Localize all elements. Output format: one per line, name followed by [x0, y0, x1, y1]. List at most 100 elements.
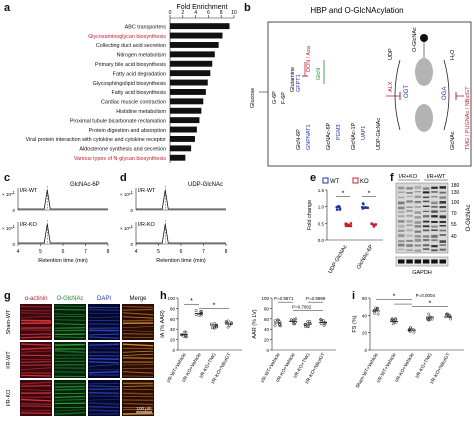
wt-point — [337, 205, 340, 208]
data-point — [210, 326, 214, 330]
blot-band — [406, 187, 413, 190]
category-label: Primary bile acid biosynthesis — [95, 62, 166, 68]
data-point — [212, 325, 216, 329]
fiber-stripe — [122, 371, 154, 374]
y-axis-label: FS (%) — [352, 315, 358, 332]
ko-point — [344, 222, 347, 225]
fiber-stripe — [20, 403, 52, 405]
wt-point — [360, 205, 364, 209]
protein-lower — [415, 104, 433, 132]
bar — [170, 70, 211, 77]
data-point — [307, 324, 311, 328]
fiber-stripe — [20, 336, 52, 339]
blot-band — [439, 186, 446, 189]
fiber-stripe — [122, 392, 154, 395]
panel-label-d: d — [120, 172, 127, 184]
fiber-stripe — [88, 336, 120, 339]
data-point — [215, 325, 219, 329]
fiber-stripe — [54, 412, 86, 415]
blot-band — [398, 243, 405, 247]
node-g6p: G-6P — [272, 91, 278, 104]
data-point — [306, 320, 310, 324]
panel-c-chromatogram: GlcNAc-6PI/R-WT× 10⁵ 10I/R-KO× 10⁵ 104 5 6 7 8… — [2, 182, 110, 264]
bar — [170, 136, 195, 142]
group-label: I/R-KO+Vehicle — [394, 352, 416, 384]
y-tick-label: 0 — [130, 208, 133, 213]
blot-band — [439, 191, 446, 194]
blot-band — [422, 239, 430, 242]
bar — [170, 154, 186, 161]
blot-band — [414, 225, 422, 228]
column-label: Merge — [129, 296, 147, 302]
category-label: Fatty acid biosynthesis — [111, 90, 166, 96]
node-udp-glcnac: UDP-GlcNAc — [376, 118, 382, 150]
blot-band — [398, 224, 405, 228]
sig-marker: * — [429, 301, 432, 308]
fiber-stripe — [122, 306, 154, 308]
y-tick-label: 1.5 — [318, 188, 325, 193]
inhibitor-alx: ALX — [388, 81, 394, 92]
y-tick-label: 1 — [130, 190, 133, 195]
y-tick-label: 0 — [12, 242, 15, 247]
blot-band — [398, 186, 405, 190]
group-label: I/R-KO+TMG — [414, 352, 433, 380]
enzyme-oga: OGA — [442, 87, 448, 100]
blot-band — [431, 190, 438, 193]
fiber-stripe — [20, 385, 52, 387]
compound-label: UDP-GlcNAc — [188, 182, 223, 188]
marker-label: 130 — [451, 190, 460, 196]
ko-point — [372, 223, 376, 227]
bar — [170, 117, 200, 124]
blot-band — [439, 215, 446, 219]
micrograph-tile — [122, 304, 154, 340]
blot-band — [431, 186, 438, 189]
fiber-stripe — [122, 316, 154, 319]
fiber-stripe — [54, 398, 86, 401]
bar — [170, 126, 197, 133]
y-tick-label: 20 — [170, 338, 176, 343]
blot-band — [406, 224, 413, 226]
panel-label-a: a — [4, 2, 11, 14]
data-point — [294, 317, 298, 321]
data-point — [322, 324, 326, 327]
ko-point — [348, 224, 351, 227]
data-point — [392, 320, 396, 324]
protein-upper — [415, 58, 433, 86]
blot-band — [431, 215, 438, 218]
blot-band — [439, 229, 446, 232]
group-label: Sham-WT+Vehicle — [355, 352, 380, 390]
blot-band — [414, 244, 422, 247]
fiber-stripe — [88, 398, 120, 401]
y-tick-label: 40 — [170, 327, 176, 332]
compound-label: GlcNAc-6P — [70, 182, 100, 188]
fiber-stripe — [20, 343, 52, 346]
fiber-stripe — [88, 392, 120, 394]
fiber-stripe — [20, 374, 52, 377]
x-tick-label: 5 — [157, 249, 160, 255]
y-tick-label: 60 — [264, 317, 270, 322]
bar — [170, 60, 213, 67]
gapdh-band — [398, 259, 405, 264]
data-point — [184, 335, 187, 339]
data-point — [213, 321, 217, 325]
data-point — [197, 313, 201, 317]
blot-band — [431, 221, 438, 223]
blot-band — [439, 210, 446, 212]
y-tick-label: 0 — [172, 348, 175, 353]
blot-band — [431, 229, 438, 231]
inhibitor-tmg-pugnac-nbutgt: TMG / PUGNAc / NButGT — [465, 86, 471, 150]
blot-band — [414, 238, 422, 242]
data-point — [394, 317, 398, 321]
data-point — [308, 322, 312, 325]
blot-band — [398, 215, 405, 218]
x-axis-label: Retention time (min) — [156, 258, 206, 264]
fiber-stripe — [88, 316, 120, 318]
y-tick-label: 0.5 — [318, 221, 325, 226]
data-point — [411, 328, 415, 331]
fiber-stripe — [54, 313, 86, 316]
category-label: Proximal tubule bicarbonate reclamation — [70, 118, 166, 124]
blot-band — [398, 191, 405, 194]
bar — [170, 51, 215, 58]
y-exponent: × 10⁵ — [120, 226, 131, 231]
